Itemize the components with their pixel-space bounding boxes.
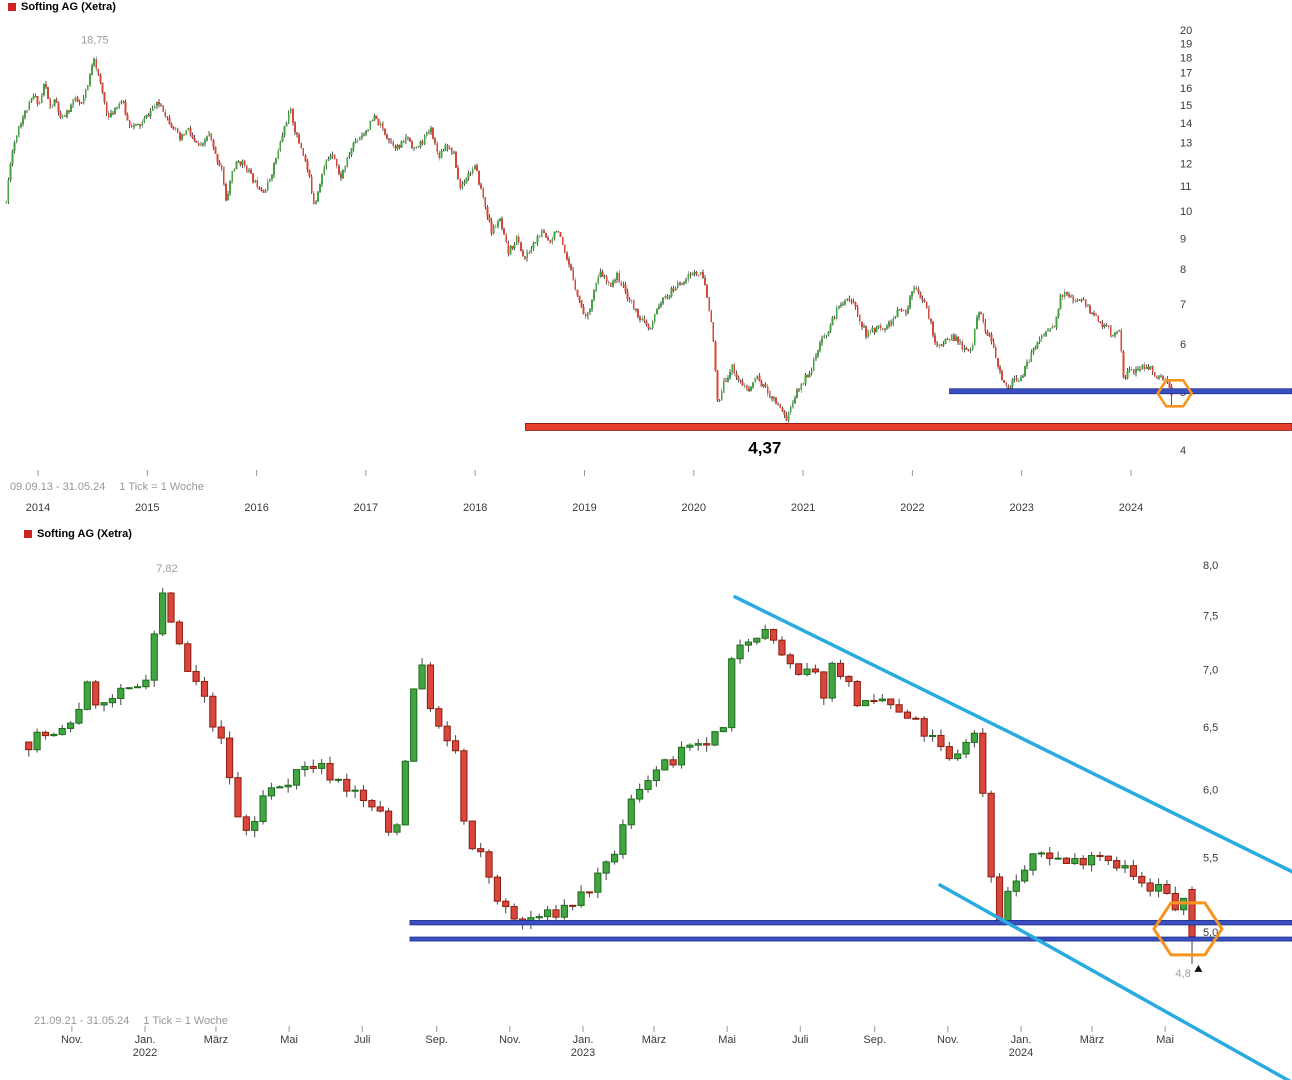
y-axis-label: 11	[1180, 181, 1191, 193]
y-axis-label: 5,0	[1203, 927, 1218, 939]
x-axis-label: 2021	[791, 502, 815, 514]
tick-interval-label-top: 1 Tick = 1 Woche	[119, 481, 204, 493]
y-axis-label: 12	[1180, 158, 1192, 170]
overlays: 18,75 4,37	[81, 34, 1292, 457]
y-axis-label: 19	[1180, 38, 1192, 50]
legend-marker-icon	[8, 3, 16, 11]
y-axis-label: 8,0	[1203, 560, 1218, 572]
y-axis-label: 20	[1180, 25, 1192, 37]
y-axis-label: 9	[1180, 233, 1186, 245]
x-axis-label: 2023	[1009, 502, 1033, 514]
highlight-hexagon-bottom[interactable]	[1152, 901, 1224, 957]
x-axis-year-label: 2023	[571, 1047, 595, 1059]
x-axis-label: 2014	[26, 502, 50, 514]
x-axis-label: Jan.	[573, 1034, 594, 1046]
tick-interval-label-bottom: 1 Tick = 1 Woche	[143, 1015, 228, 1027]
x-axis-label: Juli	[792, 1034, 809, 1046]
x-axis-label: Nov.	[937, 1034, 959, 1046]
y-axis-label: 14	[1180, 118, 1192, 130]
support-price-label: 4,37	[748, 438, 781, 457]
low-marker	[1194, 964, 1203, 972]
x-axis-label: 2022	[900, 502, 924, 514]
x-axis-label: Mai	[718, 1034, 736, 1046]
support-band-upper[interactable]	[409, 920, 1292, 926]
legend-marker-icon	[24, 530, 32, 538]
y-axis-label: 8	[1180, 264, 1186, 276]
low-price-label: 4,8	[1175, 968, 1190, 980]
x-axis-label: Juli	[354, 1034, 371, 1046]
highlight-hexagon-top[interactable]	[1156, 378, 1193, 408]
x-axis-label: Mai	[280, 1034, 298, 1046]
x-axis-label: 2019	[572, 502, 596, 514]
y-axis-label: 7,0	[1203, 664, 1218, 676]
chart-legend-bottom: Softing AG (Xetra)	[24, 528, 132, 540]
x-axis-label: Jan.	[135, 1034, 156, 1046]
x-axis-label: 2016	[244, 502, 268, 514]
date-range-label-top: 09.09.13 - 31.05.24	[10, 481, 106, 493]
y-axis-label: 5,5	[1203, 853, 1218, 865]
x-axis-label: März	[204, 1034, 228, 1046]
y-axis-label: 13	[1180, 137, 1192, 149]
x-axis-label: Sep.	[863, 1034, 886, 1046]
downtrend-line-upper[interactable]	[733, 595, 1292, 874]
chart-info-bottom: 21.09.21 - 31.05.24 1 Tick = 1 Woche	[34, 1015, 228, 1027]
x-axis-label: Mai	[1156, 1034, 1174, 1046]
x-axis-label: 2020	[682, 502, 706, 514]
x-axis-label: 2018	[463, 502, 487, 514]
overlays: 7,82 4,8	[156, 563, 1292, 1080]
support-line-4-37[interactable]	[525, 423, 1292, 431]
x-axis-year-label: 2024	[1009, 1047, 1033, 1059]
x-axis-label: Sep.	[425, 1034, 448, 1046]
y-axis-label: 7,5	[1203, 610, 1218, 622]
y-axis-label: 16	[1180, 83, 1192, 95]
support-band-lower[interactable]	[409, 936, 1292, 942]
chart-title-bottom: Softing AG (Xetra)	[37, 528, 132, 540]
high-price-label: 7,82	[156, 563, 177, 575]
downtrend-line-lower[interactable]	[938, 883, 1292, 1080]
support-line-5-00[interactable]	[949, 388, 1292, 395]
y-axis-label: 7	[1180, 299, 1186, 311]
x-axis-label: Nov.	[499, 1034, 521, 1046]
x-axis-label: 2024	[1119, 502, 1143, 514]
x-axis-label: März	[642, 1034, 666, 1046]
y-axis-label: 6,0	[1203, 785, 1218, 797]
y-axis-label: 4	[1180, 445, 1186, 457]
chart-info-top: 09.09.13 - 31.05.24 1 Tick = 1 Woche	[10, 481, 204, 493]
softing-weekly-10y: 2019181716151413121110987654201420152016…	[5, 25, 1292, 514]
date-range-label-bottom: 21.09.21 - 31.05.24	[34, 1015, 130, 1027]
y-axis-label: 10	[1180, 206, 1192, 218]
y-axis-label: 18	[1180, 52, 1192, 64]
x-axis-label: 2015	[135, 502, 159, 514]
y-axis-label: 15	[1180, 100, 1192, 112]
x-axis-year-label: 2022	[133, 1047, 157, 1059]
y-axis-label: 6	[1180, 339, 1186, 351]
y-axis-label: 17	[1180, 67, 1192, 79]
x-axis-label: März	[1080, 1034, 1104, 1046]
candles	[25, 588, 1196, 964]
x-axis-label: Nov.	[61, 1034, 83, 1046]
candles	[5, 56, 1173, 423]
axis-labels: 2019181716151413121110987654201420152016…	[26, 25, 1192, 514]
x-axis-label: Jan.	[1011, 1034, 1032, 1046]
chart-legend-top: Softing AG (Xetra)	[8, 1, 116, 13]
chart-title-top: Softing AG (Xetra)	[21, 1, 116, 13]
x-axis-label: 2017	[354, 502, 378, 514]
y-axis-label: 6,5	[1203, 722, 1218, 734]
high-price-label: 18,75	[81, 34, 109, 46]
